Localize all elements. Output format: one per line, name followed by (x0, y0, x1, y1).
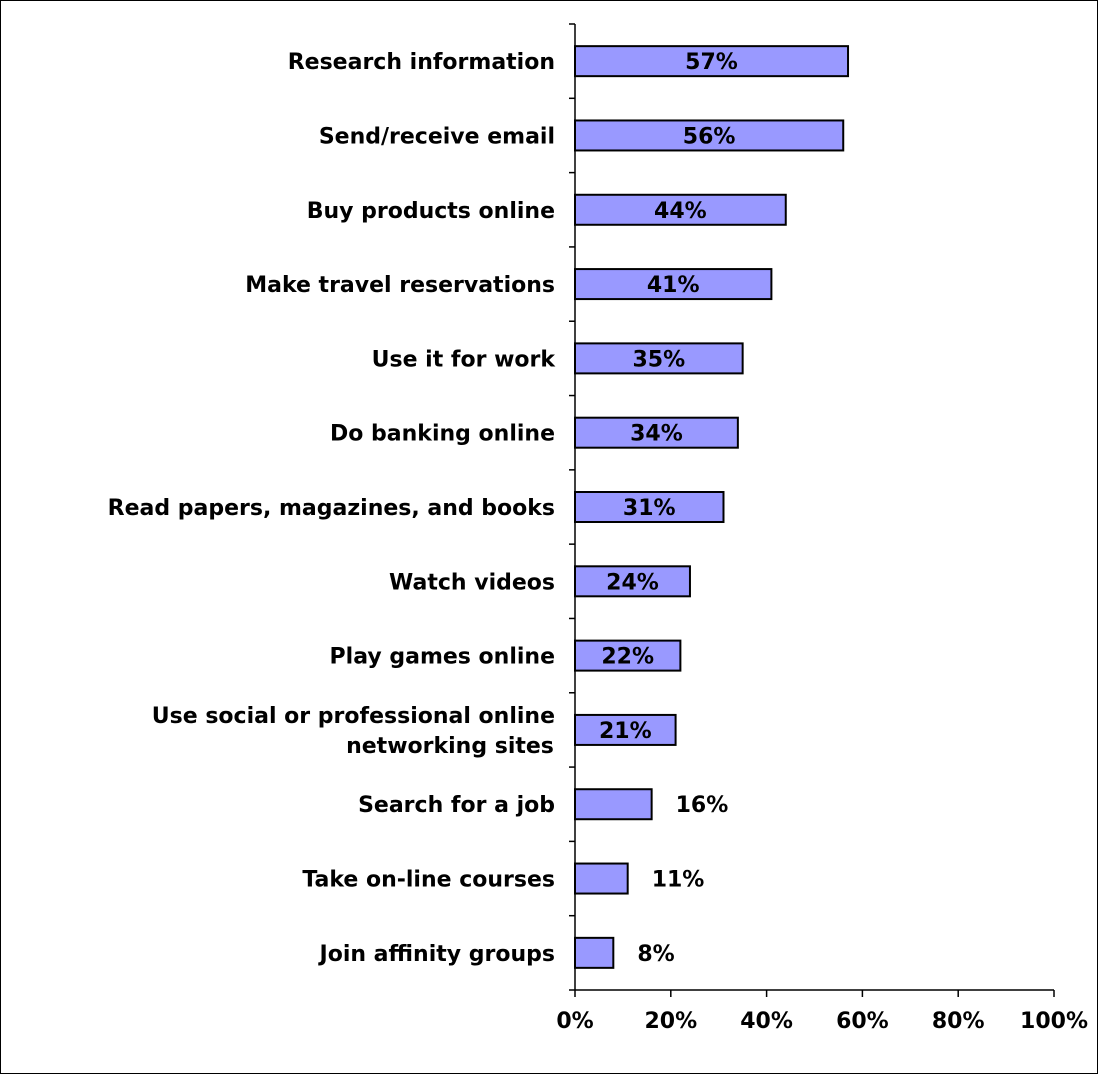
bar-value-label-7: 31% (623, 496, 676, 521)
category-label-7: Read papers, magazines, and books (108, 496, 555, 521)
category-label-3: Buy products online (307, 199, 555, 224)
bar-value-label-1: 57% (685, 50, 738, 75)
axes-group: 0% 20% 40% 60% 80% 100% (556, 23, 1088, 1034)
bar-2 (574, 119, 845, 152)
category-label-4: Make travel reservations (245, 273, 555, 298)
bars-group (574, 45, 850, 969)
bar-value-label-11: 16% (676, 793, 729, 818)
category-label-9: Play games online (330, 645, 555, 670)
category-label-10-line-1: Use social or professional online (152, 704, 555, 729)
bar-9 (574, 639, 682, 672)
x-tick-label-3: 40% (740, 1009, 793, 1034)
x-tick-label-4: 60% (836, 1009, 889, 1034)
bar-value-label-3: 44% (654, 199, 707, 224)
bar-value-label-6: 34% (630, 422, 683, 447)
bar-value-label-13: 8% (637, 942, 674, 967)
bar-3 (574, 193, 787, 226)
bar-value-label-8: 24% (606, 570, 659, 595)
x-tick-label-5: 80% (932, 1009, 985, 1034)
category-label-5: Use it for work (372, 347, 557, 372)
bar-11 (574, 788, 653, 821)
category-label-6: Do banking online (330, 422, 555, 447)
x-tick-label-1: 0% (556, 1009, 593, 1034)
bar-value-label-10: 21% (599, 719, 652, 744)
bar-value-label-12: 11% (652, 868, 705, 893)
x-tick-label-6: 100% (1020, 1009, 1088, 1034)
bar-13 (574, 936, 615, 969)
category-label-2: Send/receive email (319, 124, 555, 149)
category-label-13: Join affinity groups (318, 942, 555, 967)
value-labels-group: 57% 56% 44% 41% 35% 34% 31% 24% 22% 21% 16% 11% 8% (599, 50, 738, 967)
category-label-1: Research information (288, 50, 555, 75)
category-label-8: Watch videos (389, 570, 555, 595)
bar-value-label-9: 22% (601, 645, 654, 670)
category-labels-group: Research information Send/receive email Bu… (108, 50, 557, 967)
category-label-12: Take on-line courses (302, 868, 555, 893)
bar-value-label-4: 41% (647, 273, 700, 298)
category-label-10-line-2: networking sites (346, 734, 554, 759)
bar-value-label-2: 56% (683, 124, 736, 149)
bar-12 (574, 862, 629, 895)
category-label-11: Search for a job (358, 793, 555, 818)
x-tick-label-2: 20% (644, 1009, 697, 1034)
bar-value-label-5: 35% (632, 347, 685, 372)
